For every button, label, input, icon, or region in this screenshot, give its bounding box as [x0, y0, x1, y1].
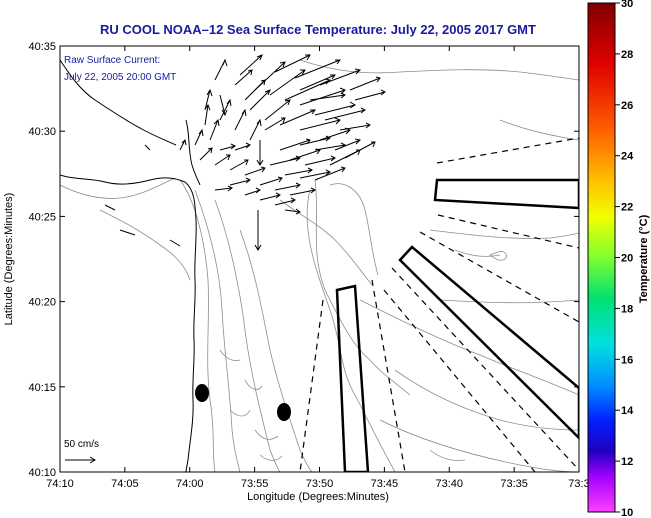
plot-frame: [59, 45, 580, 473]
radar-beams: [335, 178, 579, 472]
x-axis-ticks: 74:10 74:05 74:00 73:55 73:50 73:45 73:40 73:35…: [46, 46, 590, 490]
colorbar-label: Temperature (°C): [638, 214, 650, 303]
y-tick-label: 40:30: [28, 126, 56, 138]
radar-dashed-lines: [299, 137, 579, 472]
bathymetry-contours: [60, 59, 579, 472]
colorbar-tick-label: 20: [621, 253, 633, 265]
y-tick-label: 40:25: [28, 211, 56, 223]
coastline: [60, 59, 201, 472]
station-marker-north: [195, 384, 209, 402]
x-tick-label: 73:50: [306, 478, 334, 490]
x-tick-label: 73:45: [371, 478, 399, 490]
colorbar-tick-label: 28: [621, 49, 633, 61]
colorbar-tick-label: 16: [621, 354, 633, 366]
y-tick-label: 40:20: [28, 297, 56, 309]
chart-title: RU COOL NOAA–12 Sea Surface Temperature:…: [100, 22, 536, 37]
colorbar: [587, 2, 616, 513]
current-vectors: [179, 54, 386, 251]
x-tick-label: 73:3: [568, 478, 589, 490]
map-content: [60, 54, 579, 472]
colorbar-ticks: 30 28 26 24 22 20 18 16 14 12 10: [615, 0, 634, 518]
x-tick-label: 73:40: [435, 478, 463, 490]
colorbar-tick-label: 30: [621, 0, 633, 10]
x-tick-label: 74:10: [46, 478, 74, 490]
colorbar-tick-label: 26: [621, 100, 633, 112]
x-axis-label: Longitude (Degrees:Minutes): [247, 491, 389, 503]
colorbar-tick-label: 22: [621, 202, 633, 214]
annotation-line-2: July 22, 2005 20:00 GMT: [64, 72, 176, 83]
x-tick-label: 73:55: [241, 478, 269, 490]
colorbar-tick-label: 14: [621, 405, 634, 417]
colorbar-tick-label: 18: [621, 303, 633, 315]
y-axis-ticks: 40:35 40:30 40:25 40:20 40:15 40:10: [28, 41, 579, 479]
x-tick-label: 73:35: [500, 478, 528, 490]
annotation-line-1: Raw Surface Current:: [64, 55, 160, 66]
x-tick-label: 74:00: [176, 478, 204, 490]
scale-label: 50 cm/s: [64, 439, 99, 450]
y-tick-label: 40:10: [28, 467, 56, 479]
x-tick-label: 74:05: [111, 478, 139, 490]
y-tick-label: 40:35: [28, 41, 56, 53]
scale-arrow: [65, 456, 96, 464]
station-marker-south: [277, 403, 291, 421]
y-tick-label: 40:15: [28, 382, 56, 394]
colorbar-tick-label: 12: [621, 456, 633, 468]
colorbar-tick-label: 24: [621, 151, 634, 163]
y-axis-label: Latitude (Degrees:Minutes): [3, 193, 15, 326]
colorbar-tick-label: 10: [621, 507, 633, 518]
